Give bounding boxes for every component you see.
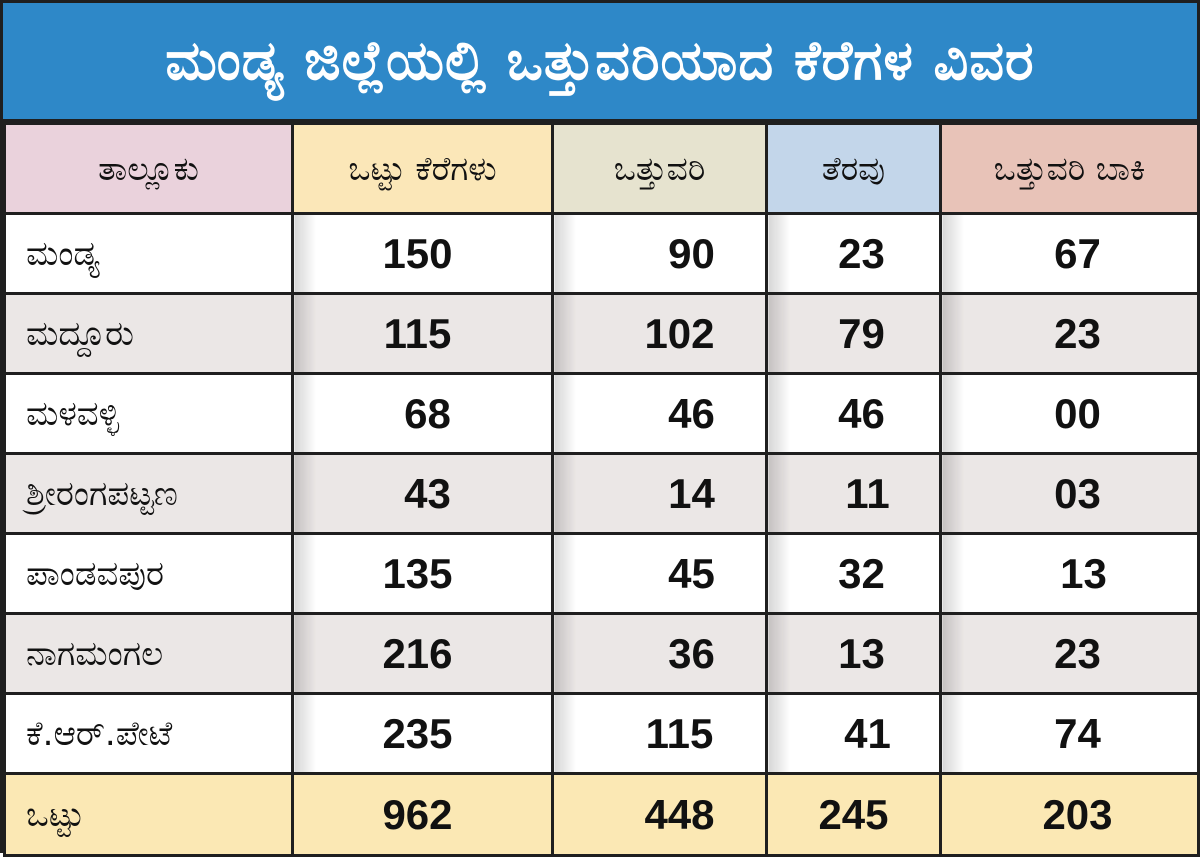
pending-value: 74 [1054, 709, 1101, 757]
cleared-cell: 79 [765, 292, 942, 375]
total-lakes-value: 135 [382, 549, 453, 597]
encroached-cell: 90 [551, 212, 768, 295]
total-lakes-cell: 115 [291, 292, 554, 375]
encroached-value: 36 [668, 629, 715, 677]
pending-cell: 00 [939, 372, 1200, 455]
pending-cell: 203 [939, 772, 1200, 857]
cleared-value: 23 [838, 229, 885, 277]
cleared-cell: 13 [765, 612, 942, 695]
taluk-cell: ಪಾಂಡವಪುರ [3, 532, 294, 615]
pending-value: 23 [1054, 309, 1101, 357]
encroached-value: 14 [668, 469, 715, 517]
pending-cell: 03 [939, 452, 1200, 535]
total-lakes-cell: 216 [291, 612, 554, 695]
pending-cell: 23 [939, 612, 1200, 695]
total-lakes-value: 235 [382, 709, 453, 757]
table-row: ಪಾಂಡವಪುರ 135 45 32 13 [3, 532, 1200, 615]
cleared-cell: 11 [765, 452, 942, 535]
pending-value: 13 [1060, 549, 1107, 597]
pending-value: 23 [1054, 629, 1101, 677]
table-title: ಮಂಡ್ಯ ಜಿಲ್ಲೆಯಲ್ಲಿ ಒತ್ತುವರಿಯಾದ ಕೆರೆಗಳ ವಿವ… [3, 3, 1197, 122]
header-row: ತಾಲ್ಲೂಕು ಒಟ್ಟು ಕೆರೆಗಳು ಒತ್ತುವರಿ ತೆರವು ಒತ… [3, 122, 1200, 215]
pending-value: 203 [1042, 790, 1113, 838]
taluk-cell: ಮಂಡ್ಯ [3, 212, 294, 295]
cleared-value: 11 [845, 469, 890, 517]
encroached-cell: 36 [551, 612, 768, 695]
pending-cell: 74 [939, 692, 1200, 775]
taluk-cell: ಮದ್ದೂರು [3, 292, 294, 375]
pending-cell: 23 [939, 292, 1200, 375]
header-total-lakes: ಒಟ್ಟು ಕೆರೆಗಳು [291, 122, 554, 215]
taluk-cell: ಮಳವಳ್ಳಿ [3, 372, 294, 455]
total-lakes-value: 216 [382, 629, 453, 677]
total-label: ಒಟ್ಟು [3, 772, 294, 857]
pending-value: 03 [1054, 469, 1101, 517]
encroached-value: 45 [668, 549, 715, 597]
table-row: ಮದ್ದೂರು 115 102 79 23 [3, 292, 1200, 375]
total-lakes-cell: 235 [291, 692, 554, 775]
encroached-value: 448 [644, 790, 715, 838]
taluk-cell: ಶ್ರೀರಂಗಪಟ್ಟಣ [3, 452, 294, 535]
table-row: ಮಂಡ್ಯ 150 90 23 67 [3, 212, 1200, 295]
cleared-cell: 41 [765, 692, 942, 775]
encroached-cell: 45 [551, 532, 768, 615]
pending-cell: 13 [939, 532, 1200, 615]
header-pending: ಒತ್ತುವರಿ ಬಾಕಿ [939, 122, 1200, 215]
total-lakes-cell: 962 [291, 772, 554, 857]
encroached-value: 90 [668, 229, 715, 277]
table-row: ಕೆ.ಆರ್.ಪೇಟೆ 235 115 41 74 [3, 692, 1200, 775]
total-lakes-cell: 43 [291, 452, 554, 535]
total-lakes-cell: 68 [291, 372, 554, 455]
total-lakes-value: 43 [404, 469, 451, 517]
cleared-value: 46 [838, 389, 885, 437]
cleared-cell: 23 [765, 212, 942, 295]
encroached-cell: 46 [551, 372, 768, 455]
cleared-value: 41 [844, 709, 891, 757]
pending-value: 00 [1054, 389, 1101, 437]
header-taluk: ತಾಲ್ಲೂಕು [3, 122, 294, 215]
taluk-cell: ಕೆ.ಆರ್.ಪೇಟೆ [3, 692, 294, 775]
table-row: ನಾಗಮಂಗಲ 216 36 13 23 [3, 612, 1200, 695]
cleared-cell: 245 [765, 772, 942, 857]
total-lakes-cell: 135 [291, 532, 554, 615]
header-encroached: ಒತ್ತುವರಿ [551, 122, 768, 215]
total-lakes-value: 115 [383, 309, 452, 357]
pending-cell: 67 [939, 212, 1200, 295]
cleared-cell: 46 [765, 372, 942, 455]
encroached-cell: 102 [551, 292, 768, 375]
total-lakes-value: 962 [382, 790, 453, 838]
taluk-cell: ನಾಗಮಂಗಲ [3, 612, 294, 695]
total-row: ಒಟ್ಟು 962 448 245 203 [3, 772, 1200, 857]
encroached-cell: 14 [551, 452, 768, 535]
total-lakes-cell: 150 [291, 212, 554, 295]
encroached-value: 46 [668, 389, 715, 437]
total-lakes-value: 68 [404, 389, 451, 437]
encroached-cell: 115 [551, 692, 768, 775]
encroached-value: 102 [644, 309, 715, 357]
table-row: ಶ್ರೀರಂಗಪಟ್ಟಣ 43 14 11 03 [3, 452, 1200, 535]
encroached-cell: 448 [551, 772, 768, 857]
pending-value: 67 [1054, 229, 1101, 277]
encroached-value: 115 [645, 709, 714, 757]
cleared-value: 79 [838, 309, 885, 357]
cleared-value: 245 [818, 790, 889, 838]
cleared-value: 13 [838, 629, 885, 677]
cleared-value: 32 [838, 549, 885, 597]
header-cleared: ತೆರವು [765, 122, 942, 215]
total-lakes-value: 150 [382, 229, 453, 277]
cleared-cell: 32 [765, 532, 942, 615]
lake-encroachment-table: ತಾಲ್ಲೂಕು ಒಟ್ಟು ಕೆರೆಗಳು ಒತ್ತುವರಿ ತೆರವು ಒತ… [3, 122, 1200, 857]
table-row: ಮಳವಳ್ಳಿ 68 46 46 00 [3, 372, 1200, 455]
